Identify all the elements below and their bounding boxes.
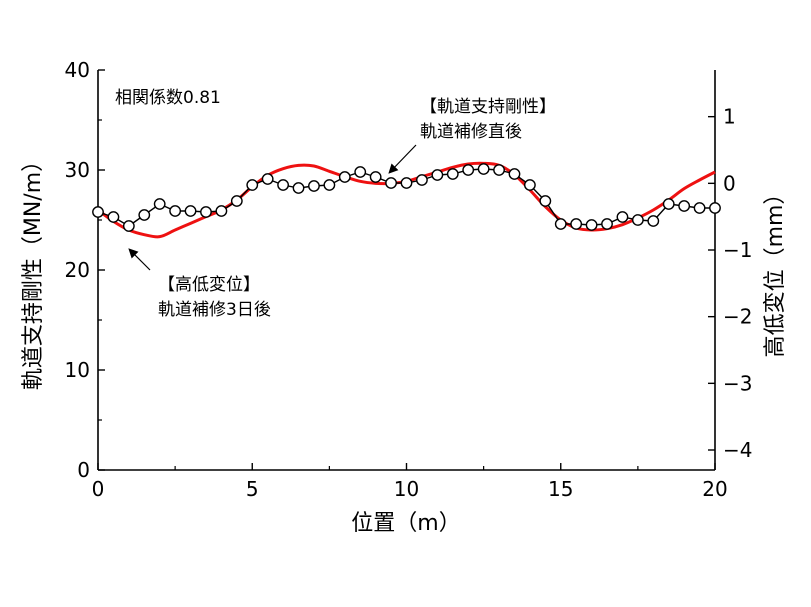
y-left-tick-label: 40 [65,58,90,82]
correlation-label: 相関係数0.81 [115,88,221,108]
stiffness-point [416,174,428,186]
y-right-tick-label: 1 [723,105,736,129]
stiffness-point [631,214,644,226]
x-tick-label: 5 [246,477,259,501]
stiffness-point [616,211,629,223]
x-tick-label: 0 [92,477,105,501]
y-right-tick-label: −1 [723,238,752,262]
stiffness-point [662,198,675,210]
stiffness-point [261,173,274,185]
x-tick-label: 10 [394,477,419,501]
stiffness-point [230,195,243,207]
stiffness-point [138,209,151,221]
stiffness-point [446,168,459,180]
stiffness-point [215,205,228,217]
stiffness-point [200,206,212,218]
stiffness-point [122,220,135,232]
stiffness-point [554,218,567,230]
stiffness-point [462,164,475,176]
stiffness-point [524,179,536,191]
annotation-displacement-sub: 軌道補修3日後 [158,300,271,320]
y-left-tick-label: 10 [65,358,90,382]
stiffness-point [539,195,552,207]
stiffness-point [169,205,182,217]
stiffness-point [354,166,367,178]
stiffness-point [369,171,382,183]
stiffness-point [493,164,505,176]
stiffness-point [338,171,351,183]
stiffness-point [570,218,583,230]
x-tick-label: 20 [702,477,727,501]
stiffness-point [92,206,104,218]
y-right-tick-label: 0 [723,171,736,195]
annotation-stiffness-sub: 軌道補修直後 [420,122,522,142]
y-right-tick-label: −3 [723,371,752,395]
series-layer [92,161,721,239]
y-left-tick-label: 20 [65,258,90,282]
y-right-tick-label: −2 [723,305,752,329]
x-axis-title: 位置（m） [351,511,460,536]
stiffness-point [277,179,289,191]
annotation-stiffness-leader [388,144,417,174]
annotation-displacement-title: 【高低変位】 [158,275,260,295]
stiffness-point [308,180,320,192]
stiffness-point [585,219,598,231]
displacement-line [97,161,716,239]
annotation-displacement-leader [128,248,151,271]
stiffness-point [647,215,660,227]
stiffness-point [153,198,166,210]
stiffness-point [323,179,336,191]
y-left-tick-label: 30 [65,158,90,182]
stiffness-point [678,200,691,212]
stiffness-point [477,163,490,175]
stiffness-point [246,179,259,191]
stiffness-point [709,202,721,214]
stiffness-point [184,205,197,217]
stiffness-point [693,202,706,214]
annotation-stiffness-title: 【軌道支持剛性】 [420,97,556,117]
stiffness-point [601,218,613,230]
stiffness-point [431,169,444,181]
y-right-axis-title: 高低変位（mm） [763,183,788,358]
x-tick-label: 15 [548,477,573,501]
stiffness-point [107,211,120,223]
y-right-tick-label: −4 [723,438,752,462]
stiffness-point [508,168,521,180]
stiffness-point [400,177,413,189]
y-left-tick-label: 0 [77,458,90,482]
stiffness-point [385,177,397,189]
stiffness-point [292,182,305,194]
y-left-axis-title: 軌道支持剛性（MN/m） [21,150,46,390]
